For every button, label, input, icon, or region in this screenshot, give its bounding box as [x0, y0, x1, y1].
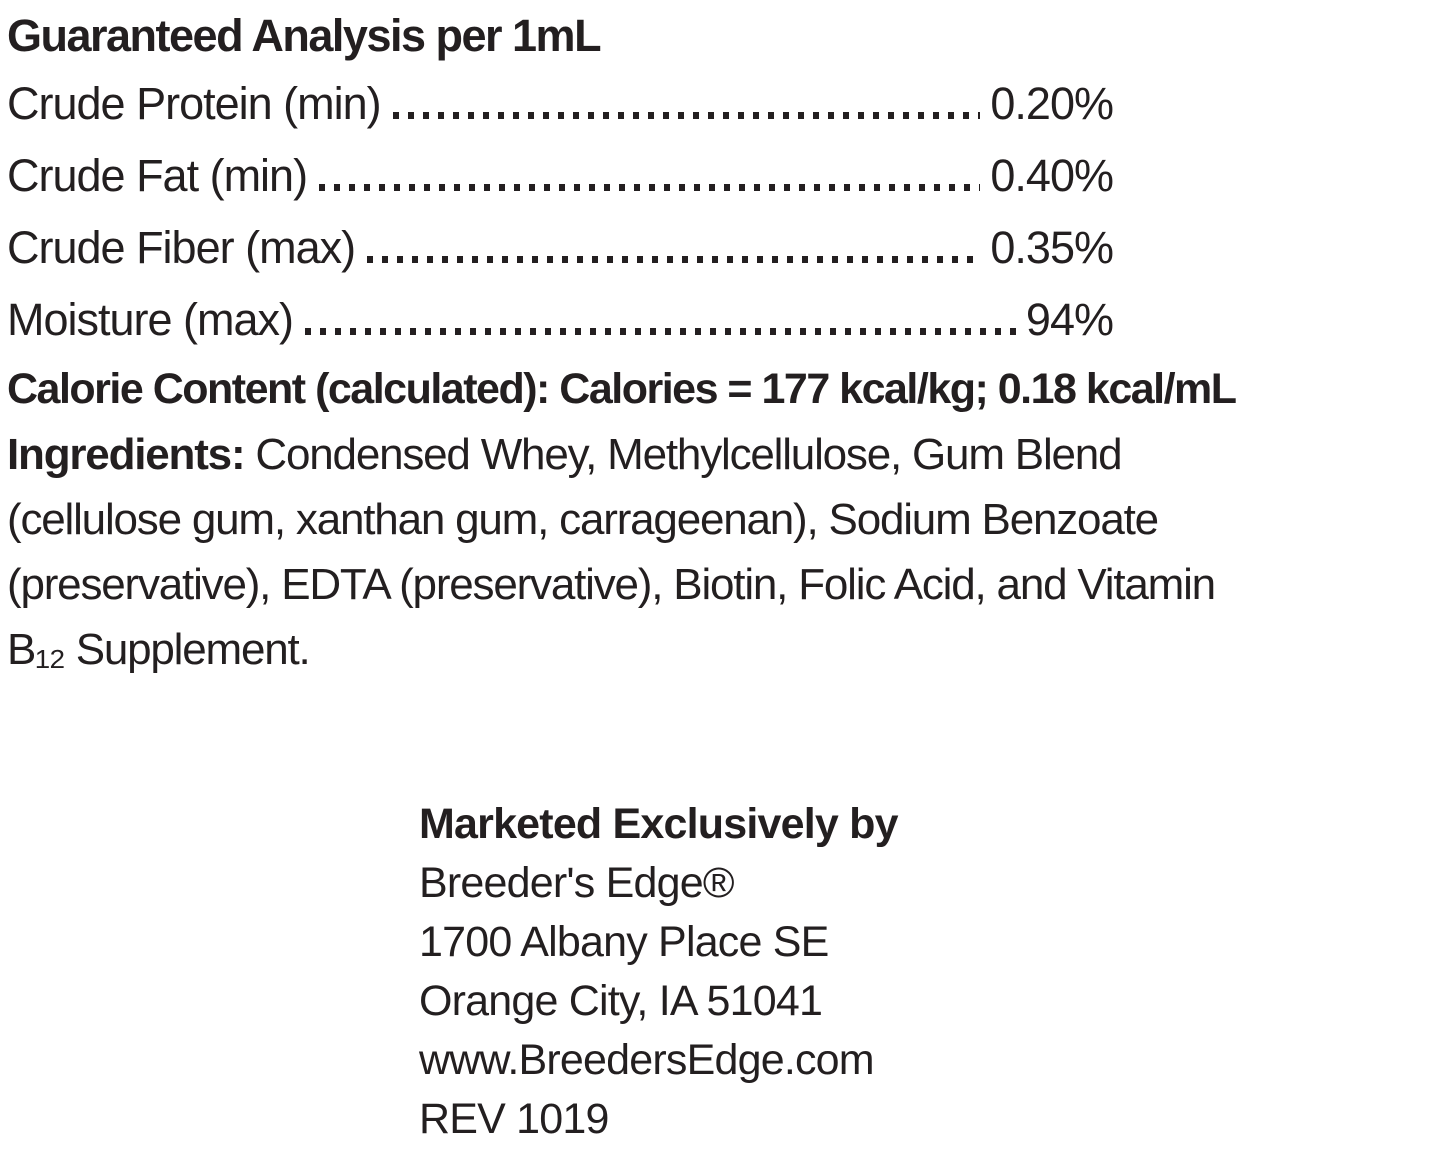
- ingredients-line-1: Ingredients: Condensed Whey, Methylcellu…: [7, 422, 1445, 487]
- ingredients-text: Condensed Whey, Methylcellulose, Gum Ble…: [244, 430, 1122, 479]
- calorie-content-line: Calorie Content (calculated): Calories =…: [7, 365, 1237, 413]
- label-panel: Guaranteed Analysis per 1mL Crude Protei…: [7, 4, 1445, 682]
- ingredients-paragraph: Ingredients: Condensed Whey, Methylcellu…: [7, 422, 1445, 682]
- guaranteed-analysis-table: Crude Protein (min) 0.20% Crude Fat (min…: [7, 68, 1114, 356]
- dot-leader: [367, 256, 981, 263]
- ingredients-line-4: B₁₂ Supplement.: [7, 625, 311, 674]
- dot-leader: [319, 184, 981, 191]
- address-line-street: 1700 Albany Place SE: [419, 918, 829, 966]
- row-label: Crude Protein (min): [7, 78, 382, 129]
- row-value: 0.20%: [990, 78, 1114, 129]
- row-value: 94%: [1025, 294, 1114, 345]
- analysis-row-crude-protein: Crude Protein (min) 0.20%: [7, 68, 1114, 140]
- row-value: 0.35%: [990, 222, 1114, 273]
- brand-name: Breeder's Edge®: [419, 859, 735, 907]
- row-label: Moisture (max): [7, 294, 294, 345]
- marketed-by-heading: Marketed Exclusively by: [419, 800, 899, 848]
- row-label: Crude Fat (min): [7, 150, 308, 201]
- ingredients-label: Ingredients:: [7, 430, 246, 479]
- guaranteed-analysis-heading: Guaranteed Analysis per 1mL: [7, 10, 602, 61]
- analysis-row-moisture: Moisture (max) 94%: [7, 284, 1114, 356]
- website-url: www.BreedersEdge.com: [419, 1036, 875, 1084]
- row-label: Crude Fiber (max): [7, 222, 356, 273]
- row-value: 0.40%: [990, 150, 1114, 201]
- analysis-row-crude-fat: Crude Fat (min) 0.40%: [7, 140, 1114, 212]
- dot-leader: [305, 328, 1016, 335]
- ingredients-line-3: (preservative), EDTA (preservative), Bio…: [7, 560, 1216, 609]
- revision-code: REV 1019: [419, 1095, 609, 1143]
- marketing-block: Marketed Exclusively by Breeder's Edge® …: [419, 795, 899, 1149]
- address-line-city: Orange City, IA 51041: [419, 977, 823, 1025]
- dot-leader: [392, 112, 981, 119]
- analysis-row-crude-fiber: Crude Fiber (max) 0.35%: [7, 212, 1114, 284]
- ingredients-line-2: (cellulose gum, xanthan gum, carrageenan…: [7, 495, 1159, 544]
